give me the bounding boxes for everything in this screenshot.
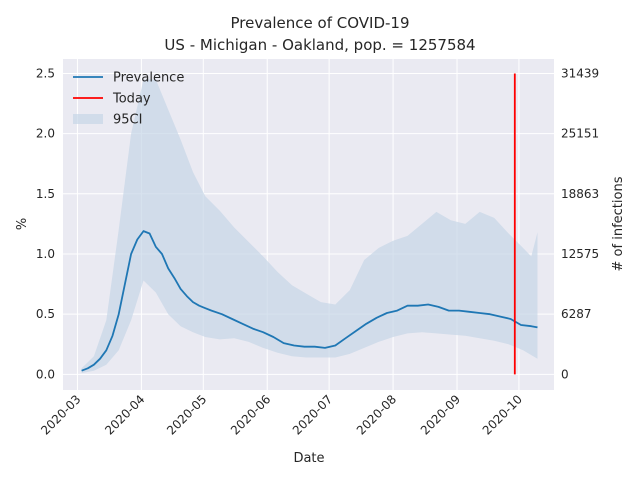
secondary-y-axis-ticks: 0 6287 12575 18863 25151 31439	[561, 66, 599, 381]
prevalence-line-layer	[81, 230, 538, 372]
secondary-y-tick-label: 18863	[561, 187, 599, 201]
y-axis-label: %	[15, 218, 30, 230]
secondary-y-tick-label: 6287	[561, 307, 592, 321]
secondary-y-axis-label: # of infections	[611, 176, 626, 271]
confidence-band-layer	[81, 79, 538, 374]
y-tick-label: 1.5	[36, 187, 55, 201]
y-tick-label: 2.5	[36, 66, 55, 80]
y-axis-ticks: 0.0 0.5 1.0 1.5 2.0 2.5	[36, 66, 55, 381]
secondary-y-tick-label: 25151	[561, 127, 599, 141]
confidence-band	[81, 79, 538, 374]
y-tick-label: 1.0	[36, 247, 55, 261]
legend: Prevalence Today 95CI	[73, 71, 184, 128]
y-tick-label: 2.0	[36, 127, 55, 141]
legend-label: Today	[112, 92, 151, 107]
y-tick-label: 0.5	[36, 307, 55, 321]
prevalence-line	[81, 230, 538, 372]
secondary-y-tick-label: 12575	[561, 247, 599, 261]
y-tick-label: 0.0	[36, 367, 55, 381]
legend-swatch-95ci	[73, 114, 103, 124]
chart-title: Prevalence of COVID-19	[230, 14, 409, 32]
chart-subtitle: US - Michigan - Oakland, pop. = 1257584	[164, 36, 475, 54]
legend-label: Prevalence	[113, 71, 184, 86]
x-axis-label: Date	[293, 451, 324, 466]
secondary-y-tick-label: 0	[561, 367, 569, 381]
secondary-y-tick-label: 31439	[561, 66, 599, 80]
legend-label: 95CI	[113, 113, 142, 128]
